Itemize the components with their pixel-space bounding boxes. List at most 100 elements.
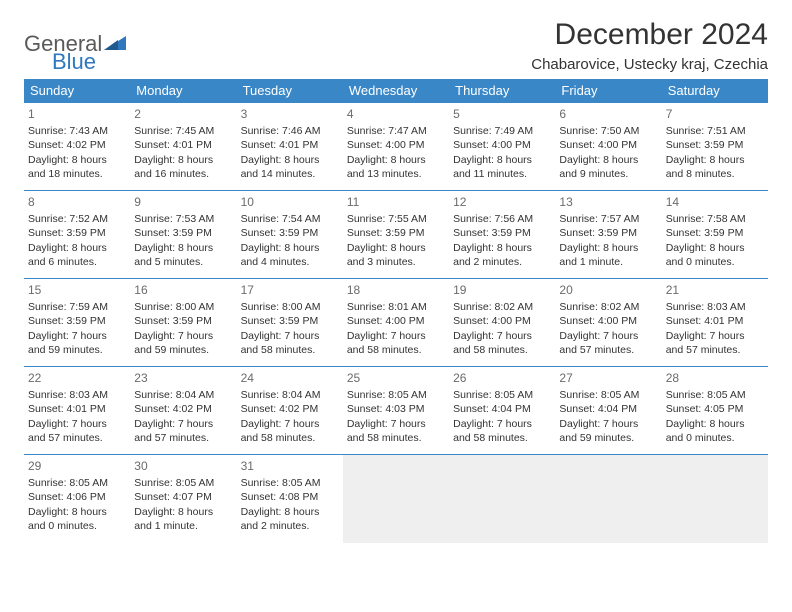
day-header-monday: Monday [130, 79, 236, 103]
sunrise-text: Sunrise: 8:00 AM [241, 300, 339, 314]
day-number: 20 [559, 282, 657, 298]
day-number: 28 [666, 370, 764, 386]
calendar-day-cell: 18Sunrise: 8:01 AMSunset: 4:00 PMDayligh… [343, 279, 449, 367]
sunset-text: Sunset: 4:01 PM [666, 314, 764, 328]
page-header: General Blue December 2024 Chabarovice, … [24, 18, 768, 73]
calendar-table: Sunday Monday Tuesday Wednesday Thursday… [24, 79, 768, 543]
day-number: 27 [559, 370, 657, 386]
sunrise-text: Sunrise: 7:45 AM [134, 124, 232, 138]
sunset-text: Sunset: 4:00 PM [559, 314, 657, 328]
sunrise-text: Sunrise: 7:54 AM [241, 212, 339, 226]
sunrise-text: Sunrise: 7:43 AM [28, 124, 126, 138]
day-number: 10 [241, 194, 339, 210]
sunrise-text: Sunrise: 7:49 AM [453, 124, 551, 138]
calendar-day-cell: 26Sunrise: 8:05 AMSunset: 4:04 PMDayligh… [449, 367, 555, 455]
logo: General Blue [24, 33, 126, 73]
daylight-text: Daylight: 7 hours and 57 minutes. [559, 329, 657, 357]
logo-text-blue: Blue [24, 51, 126, 73]
sunrise-text: Sunrise: 7:53 AM [134, 212, 232, 226]
sunset-text: Sunset: 3:59 PM [134, 314, 232, 328]
daylight-text: Daylight: 8 hours and 16 minutes. [134, 153, 232, 181]
sunset-text: Sunset: 3:59 PM [134, 226, 232, 240]
sunset-text: Sunset: 4:01 PM [134, 138, 232, 152]
sunrise-text: Sunrise: 7:47 AM [347, 124, 445, 138]
day-header-saturday: Saturday [662, 79, 768, 103]
day-number: 19 [453, 282, 551, 298]
day-number: 23 [134, 370, 232, 386]
sunrise-text: Sunrise: 8:00 AM [134, 300, 232, 314]
calendar-day-cell: 11Sunrise: 7:55 AMSunset: 3:59 PMDayligh… [343, 191, 449, 279]
daylight-text: Daylight: 7 hours and 59 minutes. [28, 329, 126, 357]
day-number: 26 [453, 370, 551, 386]
page-title: December 2024 [531, 18, 768, 52]
calendar-day-cell [662, 455, 768, 543]
day-header-friday: Friday [555, 79, 661, 103]
sunset-text: Sunset: 4:00 PM [453, 314, 551, 328]
daylight-text: Daylight: 7 hours and 58 minutes. [453, 329, 551, 357]
day-number: 8 [28, 194, 126, 210]
sunset-text: Sunset: 4:07 PM [134, 490, 232, 504]
calendar-body: 1Sunrise: 7:43 AMSunset: 4:02 PMDaylight… [24, 103, 768, 543]
sunset-text: Sunset: 4:01 PM [241, 138, 339, 152]
calendar-day-cell: 20Sunrise: 8:02 AMSunset: 4:00 PMDayligh… [555, 279, 661, 367]
daylight-text: Daylight: 8 hours and 1 minute. [559, 241, 657, 269]
sunset-text: Sunset: 4:02 PM [241, 402, 339, 416]
daylight-text: Daylight: 8 hours and 5 minutes. [134, 241, 232, 269]
sunset-text: Sunset: 3:59 PM [559, 226, 657, 240]
daylight-text: Daylight: 7 hours and 59 minutes. [559, 417, 657, 445]
day-number: 4 [347, 106, 445, 122]
daylight-text: Daylight: 7 hours and 58 minutes. [347, 329, 445, 357]
calendar-day-cell: 19Sunrise: 8:02 AMSunset: 4:00 PMDayligh… [449, 279, 555, 367]
calendar-day-cell: 4Sunrise: 7:47 AMSunset: 4:00 PMDaylight… [343, 103, 449, 191]
sunrise-text: Sunrise: 8:05 AM [134, 476, 232, 490]
calendar-week-row: 1 Sunrise: 7:43 AMSunset: 4:02 PM Daylight… [24, 103, 768, 191]
sunrise-text: Sunrise: 8:04 AM [134, 388, 232, 402]
day-header-sunday: Sunday [24, 79, 130, 103]
day-number: 7 [666, 106, 764, 122]
daylight-text: Daylight: 8 hours and 8 minutes. [666, 153, 764, 181]
day-header-tuesday: Tuesday [237, 79, 343, 103]
day-number: 30 [134, 458, 232, 474]
daylight-text: Daylight: 8 hours and 2 minutes. [453, 241, 551, 269]
calendar-day-cell: 30Sunrise: 8:05 AMSunset: 4:07 PMDayligh… [130, 455, 236, 543]
daylight-text: Daylight: 7 hours and 58 minutes. [241, 417, 339, 445]
calendar-day-cell: 24 Sunrise: 8:04 AMSunset: 4:02 PMDayligh… [237, 367, 343, 455]
sunset-text: Sunset: 3:59 PM [666, 226, 764, 240]
calendar-day-cell: 3Sunrise: 7:46 AMSunset: 4:01 PMDaylight… [237, 103, 343, 191]
day-number: 2 [134, 106, 232, 122]
sunrise-text: Sunrise: 7:56 AM [453, 212, 551, 226]
day-number: 1 [28, 106, 126, 122]
sunrise-text: Sunrise: 8:04 AM [241, 388, 339, 402]
sunset-text: Sunset: 4:02 PM [28, 138, 126, 152]
calendar-day-cell: 14Sunrise: 7:58 AMSunset: 3:59 PMDayligh… [662, 191, 768, 279]
calendar-day-cell: 23Sunrise: 8:04 AMSunset: 4:02 PMDayligh… [130, 367, 236, 455]
sunrise-text: Sunrise: 7:59 AM [28, 300, 126, 314]
calendar-day-cell: 10Sunrise: 7:54 AMSunset: 3:59 PMDayligh… [237, 191, 343, 279]
sunrise-text: Sunrise: 7:58 AM [666, 212, 764, 226]
daylight-text: Daylight: 7 hours and 58 minutes. [453, 417, 551, 445]
sunset-text: Sunset: 3:59 PM [28, 314, 126, 328]
sunset-text: Sunset: 4:02 PM [134, 402, 232, 416]
sunrise-text: Sunrise: 8:05 AM [559, 388, 657, 402]
day-header-thursday: Thursday [449, 79, 555, 103]
calendar-day-cell: 21Sunrise: 8:03 AMSunset: 4:01 PMDayligh… [662, 279, 768, 367]
daylight-text: Daylight: 7 hours and 59 minutes. [134, 329, 232, 357]
day-number: 6 [559, 106, 657, 122]
sunrise-text: Sunrise: 7:52 AM [28, 212, 126, 226]
day-number: 5 [453, 106, 551, 122]
daylight-text: Daylight: 8 hours and 14 minutes. [241, 153, 339, 181]
calendar-week-row: 22Sunrise: 8:03 AMSunset: 4:01 PMDayligh… [24, 367, 768, 455]
daylight-text: Daylight: 8 hours and 6 minutes. [28, 241, 126, 269]
daylight-text: Daylight: 8 hours and 3 minutes. [347, 241, 445, 269]
sunset-text: Sunset: 4:00 PM [453, 138, 551, 152]
calendar-day-cell: 22Sunrise: 8:03 AMSunset: 4:01 PMDayligh… [24, 367, 130, 455]
day-number: 24 [241, 370, 339, 386]
sunrise-text: Sunrise: 7:51 AM [666, 124, 764, 138]
sunrise-text: Sunrise: 8:01 AM [347, 300, 445, 314]
calendar-week-row: 15Sunrise: 7:59 AMSunset: 3:59 PMDayligh… [24, 279, 768, 367]
calendar-day-cell: 27Sunrise: 8:05 AMSunset: 4:04 PMDayligh… [555, 367, 661, 455]
sunset-text: Sunset: 3:59 PM [453, 226, 551, 240]
calendar-day-cell: 7Sunrise: 7:51 AMSunset: 3:59 PMDaylight… [662, 103, 768, 191]
sunset-text: Sunset: 4:00 PM [347, 314, 445, 328]
calendar-week-row: 8Sunrise: 7:52 AMSunset: 3:59 PMDaylight… [24, 191, 768, 279]
